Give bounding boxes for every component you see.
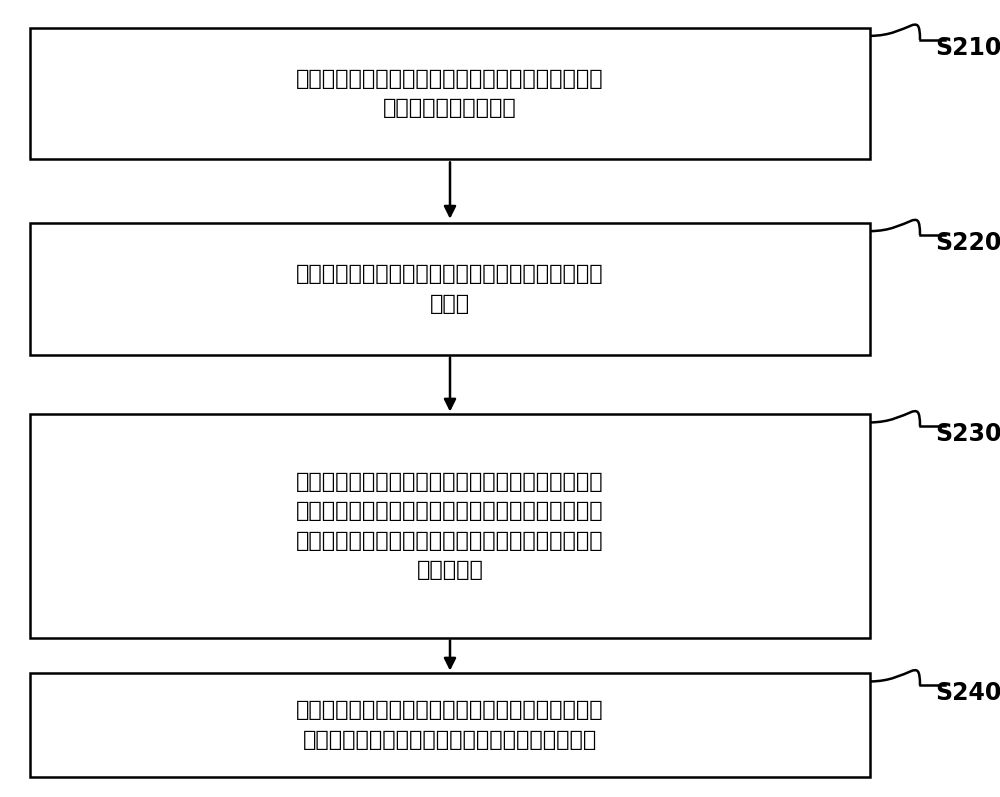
Text: 根据与目标墙面对应的靠尺摆放规则以及目标墙面的
点云数据，确定虚拟靠尺在目标墙面上的测量位置: 根据与目标墙面对应的靠尺摆放规则以及目标墙面的 点云数据，确定虚拟靠尺在目标墙面… bbox=[296, 701, 604, 750]
Text: S230: S230 bbox=[935, 422, 1000, 446]
FancyBboxPatch shape bbox=[30, 28, 870, 159]
FancyBboxPatch shape bbox=[30, 673, 870, 777]
Text: 基于被测墙面的属性，在被测墙面上确定至少一个目
标墙面: 基于被测墙面的属性，在被测墙面上确定至少一个目 标墙面 bbox=[296, 264, 604, 314]
Text: 获取被测墙面的点云数据，并基于被测墙面的点云数
据判断被测墙面的属性: 获取被测墙面的点云数据，并基于被测墙面的点云数 据判断被测墙面的属性 bbox=[296, 69, 604, 119]
Text: S220: S220 bbox=[935, 231, 1000, 255]
Text: S240: S240 bbox=[935, 681, 1000, 705]
Text: 基于目标墙面的点云数据确定目标墙面的尺寸，将目
标墙面的尺寸与至少一个预设尺寸区间进行匹配，基
于匹配成功的预设尺寸区间确定与目标墙面对应的靠
尺摆放规则: 基于目标墙面的点云数据确定目标墙面的尺寸，将目 标墙面的尺寸与至少一个预设尺寸区… bbox=[296, 472, 604, 580]
Text: S210: S210 bbox=[935, 36, 1000, 60]
FancyBboxPatch shape bbox=[30, 414, 870, 638]
FancyBboxPatch shape bbox=[30, 223, 870, 355]
